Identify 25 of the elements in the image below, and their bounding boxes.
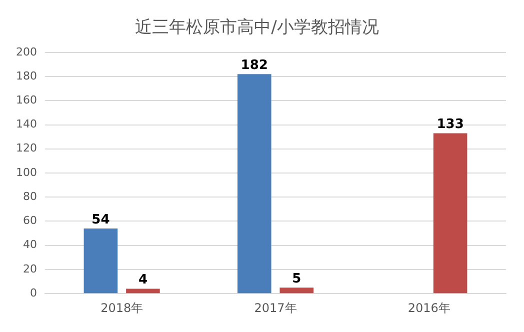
- x-tick-label: 2018年: [100, 300, 144, 315]
- data-label: 182: [240, 58, 268, 73]
- bar: [237, 74, 272, 294]
- bar: [84, 228, 118, 294]
- x-tick-label: 2017年: [254, 300, 297, 315]
- y-tick-label: 180: [16, 69, 37, 82]
- y-tick-label: 0: [30, 286, 37, 300]
- data-label: 4: [138, 272, 148, 288]
- data-label: 5: [292, 271, 302, 286]
- bar: [280, 288, 314, 294]
- y-tick-label: 80: [22, 190, 37, 203]
- y-tick-label: 20: [22, 262, 37, 276]
- y-tick-label: 100: [16, 166, 37, 179]
- x-tick-label: 2016年: [408, 300, 450, 315]
- bar: [126, 288, 160, 294]
- y-tick-label: 200: [16, 45, 37, 58]
- y-tick-label: 60: [22, 214, 37, 228]
- bar: [433, 133, 468, 294]
- data-label: 54: [92, 212, 110, 228]
- y-tick-label: 40: [22, 238, 37, 252]
- data-label: 133: [436, 117, 464, 132]
- y-tick-label: 140: [16, 118, 37, 131]
- chart-title: 近三年松原市高中/小学教招情况: [135, 18, 379, 38]
- y-tick-label: 160: [16, 94, 37, 106]
- y-tick-label: 120: [16, 142, 37, 155]
